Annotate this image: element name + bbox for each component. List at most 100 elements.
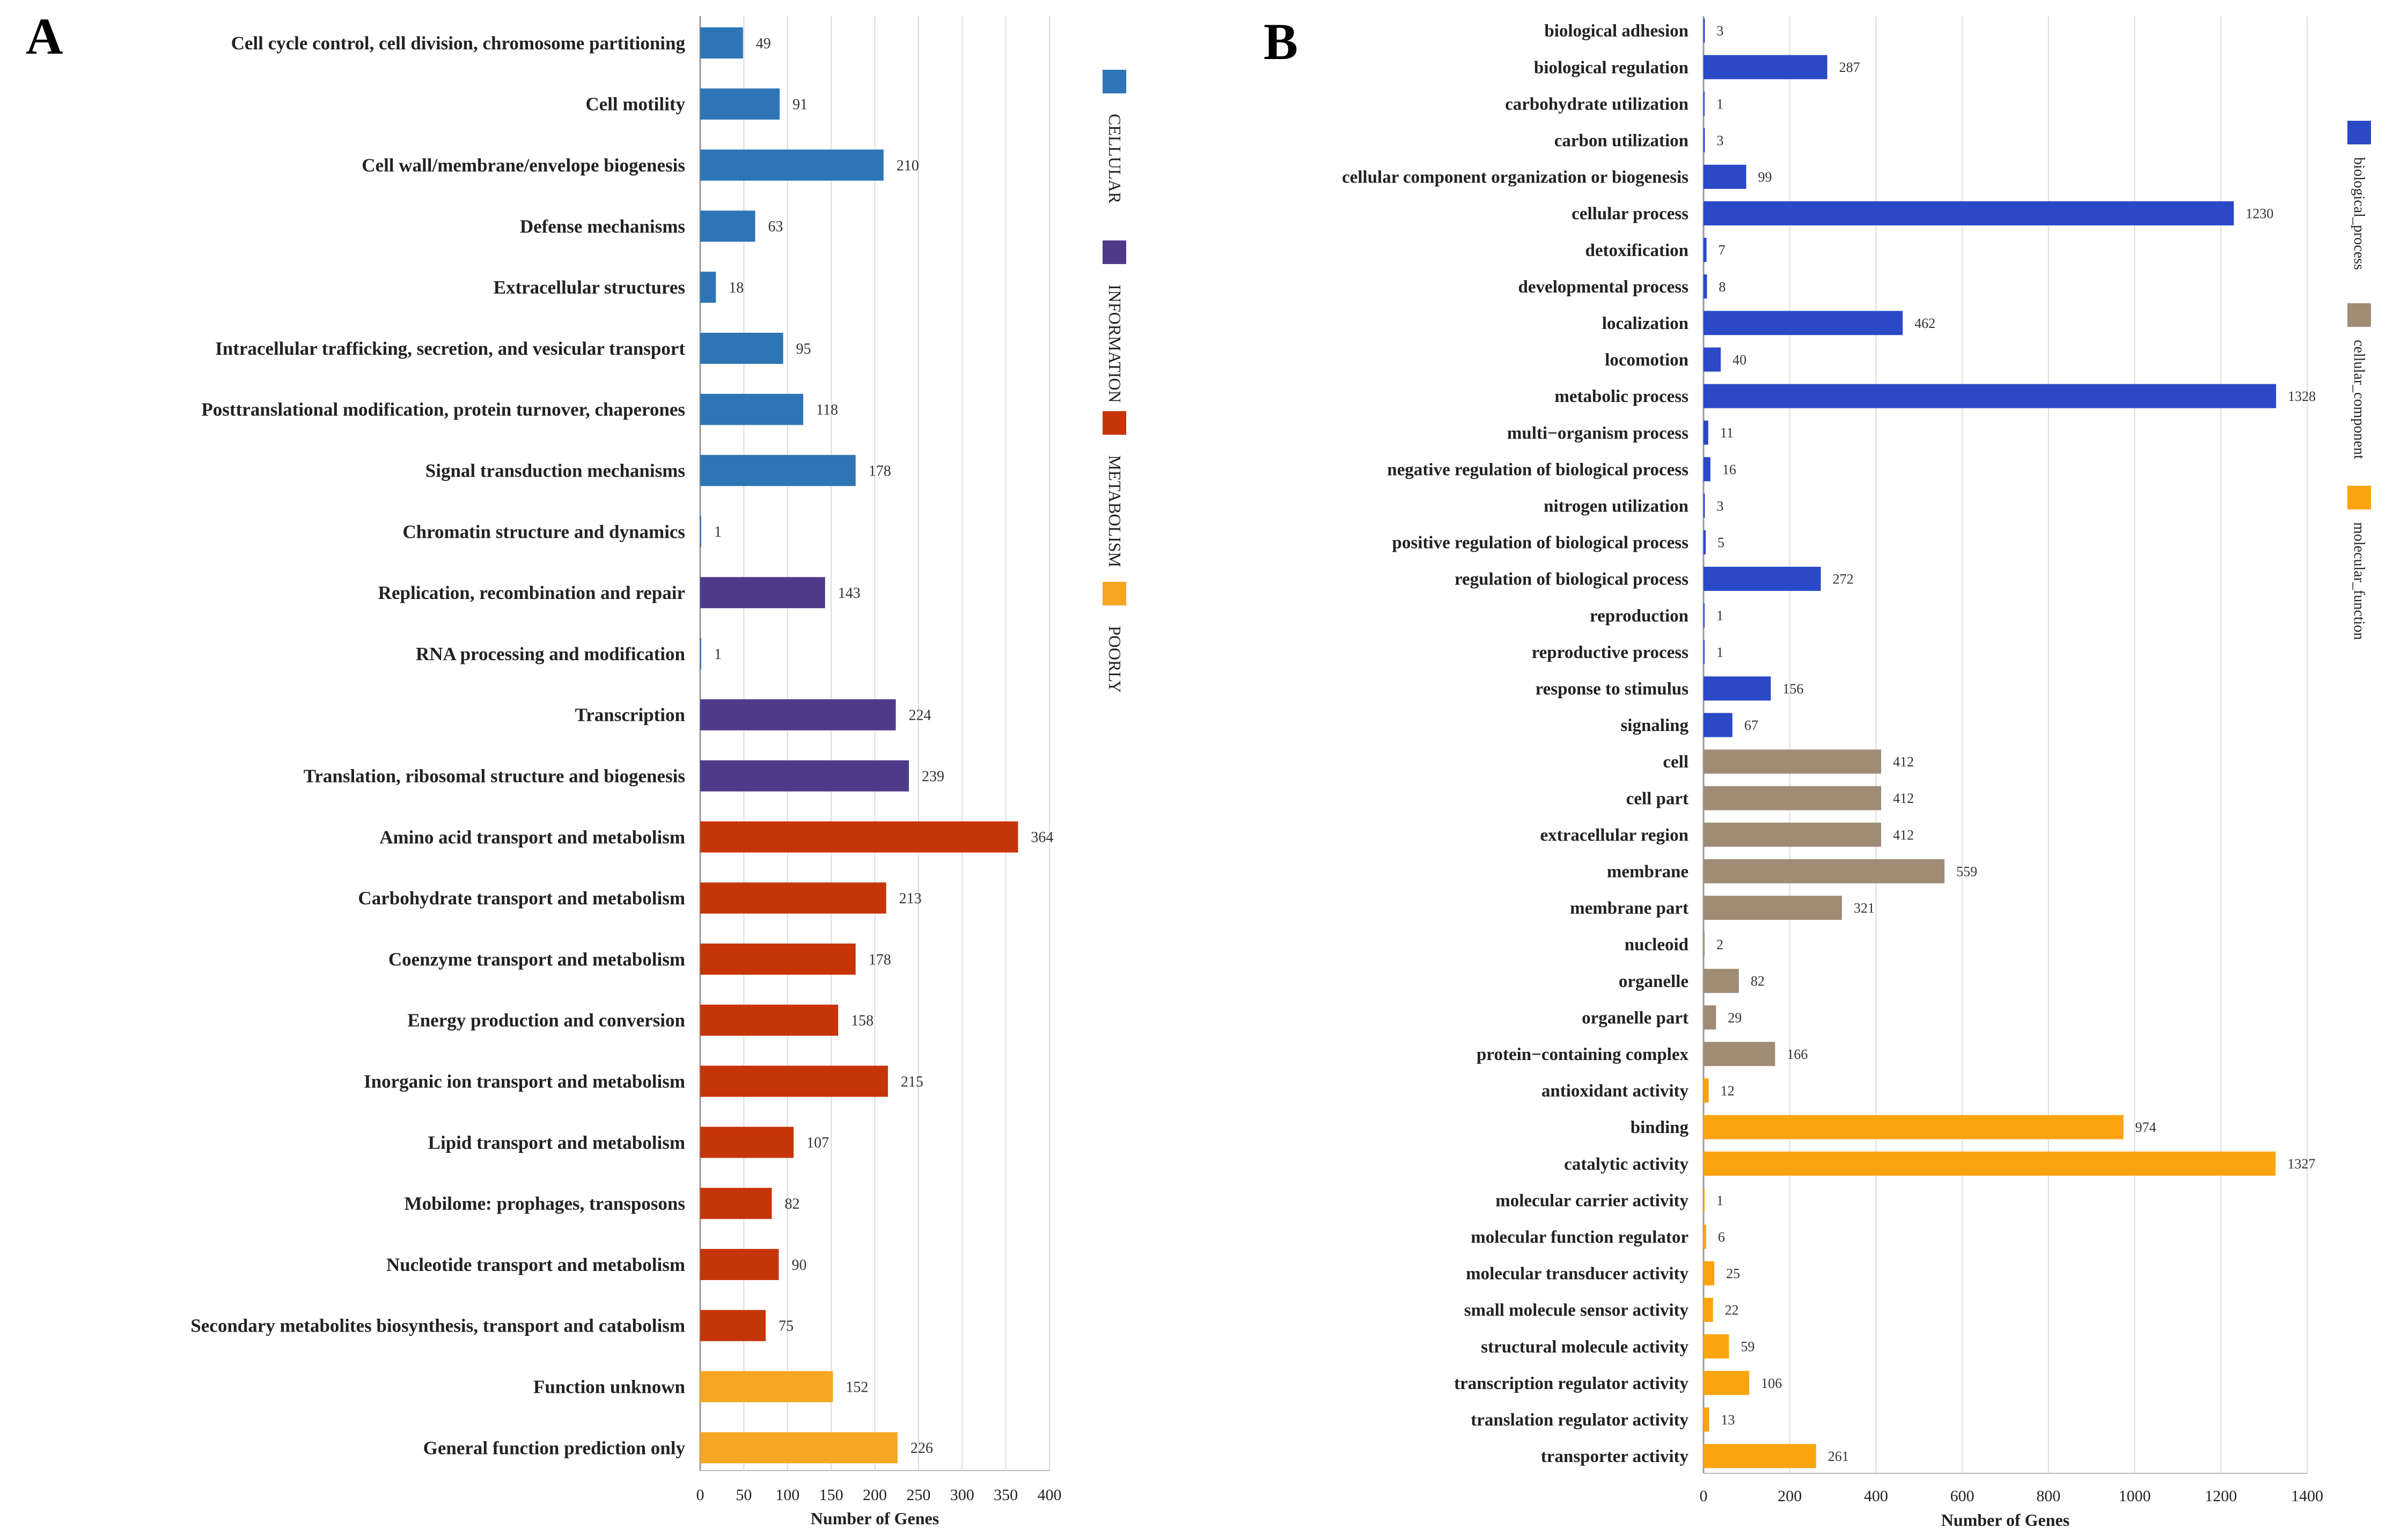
- bar-membrane-part: [1704, 895, 1842, 920]
- bar-cellular-process: [1704, 201, 2234, 225]
- bar-regulation-of-biological-process: [1704, 567, 1821, 591]
- bar-value-label: 287: [1839, 60, 1860, 75]
- category-label: antioxidant activity: [1541, 1081, 1689, 1101]
- category-label: transporter activity: [1541, 1447, 1689, 1466]
- category-label: translation regulator activity: [1471, 1410, 1688, 1430]
- bar-chromatin-structure-and-dynamics: [700, 516, 701, 547]
- category-label: developmental process: [1518, 277, 1689, 297]
- category-label: organelle part: [1582, 1008, 1688, 1028]
- bar-value-label: 5: [1717, 535, 1724, 551]
- x-tick-label: 0: [1700, 1487, 1708, 1505]
- x-tick-label: 800: [2036, 1487, 2060, 1505]
- bar-cell-cycle-control-cell-division-chromosome-partitioning: [700, 27, 743, 59]
- category-label: cellular component organization or bioge…: [1342, 168, 1688, 187]
- category-label: metabolic process: [1554, 387, 1688, 406]
- bar-biological-regulation: [1704, 55, 1827, 79]
- category-label: transcription regulator activity: [1454, 1374, 1688, 1393]
- bar-value-label: 178: [869, 463, 891, 479]
- panel-a-letter: A: [26, 8, 63, 65]
- legend-swatch-molecular-function: [2347, 486, 2371, 509]
- bar-cell-part: [1704, 786, 1882, 810]
- category-label: Nucleotide transport and metabolism: [386, 1254, 685, 1275]
- bar-negative-regulation-of-biological-process: [1704, 457, 1710, 481]
- category-label: positive regulation of biological proces…: [1392, 533, 1689, 553]
- category-label: multi−organism process: [1507, 423, 1688, 443]
- bar-membrane: [1704, 859, 1945, 883]
- bar-nucleoid: [1704, 932, 1705, 956]
- bar-carbon-utilization: [1704, 128, 1705, 152]
- bar-value-label: 1: [1716, 645, 1723, 660]
- bar-protein-containing-complex: [1704, 1042, 1775, 1066]
- panel-b-letter: B: [1264, 13, 1298, 70]
- bar-locomotion: [1704, 347, 1721, 372]
- bar-detoxification: [1704, 238, 1707, 262]
- bar-defense-mechanisms: [700, 210, 755, 242]
- bar-value-label: 226: [911, 1440, 933, 1457]
- x-tick-label: 250: [906, 1486, 930, 1504]
- category-label: cell part: [1626, 789, 1688, 808]
- bar-value-label: 974: [2135, 1120, 2156, 1135]
- bar-value-label: 239: [922, 768, 944, 785]
- bar-cellular-component-organization-or-biogenesis: [1704, 164, 1746, 189]
- bar-value-label: 75: [779, 1318, 794, 1335]
- legend-swatch-cellular-component: [2347, 303, 2371, 327]
- category-label: Chromatin structure and dynamics: [402, 521, 685, 542]
- x-tick-label: 1400: [2291, 1487, 2323, 1505]
- bar-value-label: 8: [1719, 279, 1726, 295]
- x-tick-label: 1000: [2119, 1487, 2151, 1505]
- bar-value-label: 412: [1893, 754, 1914, 770]
- category-label: membrane: [1607, 862, 1688, 882]
- bar-reproduction: [1704, 603, 1705, 628]
- category-label: nucleoid: [1625, 935, 1688, 955]
- bar-value-label: 1: [1716, 608, 1723, 624]
- legend-label: biological_process: [2351, 157, 2367, 270]
- bar-value-label: 462: [1914, 316, 1935, 331]
- category-label: reproductive process: [1532, 643, 1689, 662]
- category-label: extracellular region: [1540, 825, 1688, 845]
- bar-carbohydrate-transport-and-metabolism: [700, 882, 886, 914]
- bar-structural-molecule-activity: [1704, 1334, 1729, 1359]
- category-label: Defense mechanisms: [520, 216, 685, 237]
- category-label: cell: [1663, 752, 1688, 772]
- x-tick-label: 200: [863, 1486, 887, 1504]
- bar-metabolic-process: [1704, 384, 2277, 408]
- category-label: detoxification: [1585, 241, 1688, 260]
- bar-value-label: 559: [1956, 864, 1977, 879]
- category-label: localization: [1602, 314, 1688, 333]
- bar-value-label: 1: [1716, 96, 1723, 112]
- legend-swatch-information: [1103, 240, 1126, 264]
- bar-value-label: 49: [756, 35, 771, 52]
- category-label: Function unknown: [533, 1377, 685, 1398]
- x-tick-label: 50: [736, 1486, 752, 1504]
- bar-secondary-metabolites-biosynthesis-transport-and-catabolism: [700, 1310, 766, 1341]
- bar-energy-production-and-conversion: [700, 1004, 839, 1036]
- bar-value-label: 364: [1031, 829, 1053, 846]
- category-label: protein−containing complex: [1477, 1045, 1688, 1064]
- category-label: biological regulation: [1534, 58, 1688, 77]
- category-label: catalytic activity: [1564, 1154, 1688, 1174]
- bar-value-label: 3: [1716, 498, 1723, 514]
- category-label: biological adhesion: [1544, 21, 1688, 41]
- category-label: Cell cycle control, cell division, chrom…: [231, 33, 686, 54]
- bar-molecular-carrier-activity: [1704, 1188, 1705, 1212]
- bar-value-label: 261: [1828, 1449, 1849, 1464]
- bar-organelle: [1704, 969, 1739, 993]
- bar-value-label: 18: [729, 280, 744, 296]
- bar-posttranslational-modification-protein-turnover-chaperones: [700, 393, 804, 425]
- category-label: response to stimulus: [1536, 679, 1689, 699]
- category-label: small molecule sensor activity: [1464, 1301, 1689, 1320]
- bar-value-label: 3: [1716, 133, 1723, 148]
- bar-organelle-part: [1704, 1005, 1716, 1030]
- x-axis-title: Number of Genes: [1941, 1510, 2069, 1530]
- bar-value-label: 6: [1718, 1229, 1725, 1245]
- bar-nucleotide-transport-and-metabolism: [700, 1249, 779, 1280]
- bar-translation-regulator-activity: [1704, 1407, 1709, 1432]
- bar-value-label: 82: [784, 1196, 799, 1212]
- bar-value-label: 213: [899, 890, 922, 907]
- bar-value-label: 99: [1758, 170, 1772, 185]
- x-tick-label: 100: [775, 1486, 799, 1504]
- chart-a: A 0 50 100 150 200 250 300 350 400 Number of Gene…: [26, 8, 1126, 1528]
- bar-value-label: 12: [1721, 1083, 1735, 1099]
- bar-value-label: 272: [1833, 572, 1854, 587]
- x-tick-label: 400: [1038, 1486, 1062, 1504]
